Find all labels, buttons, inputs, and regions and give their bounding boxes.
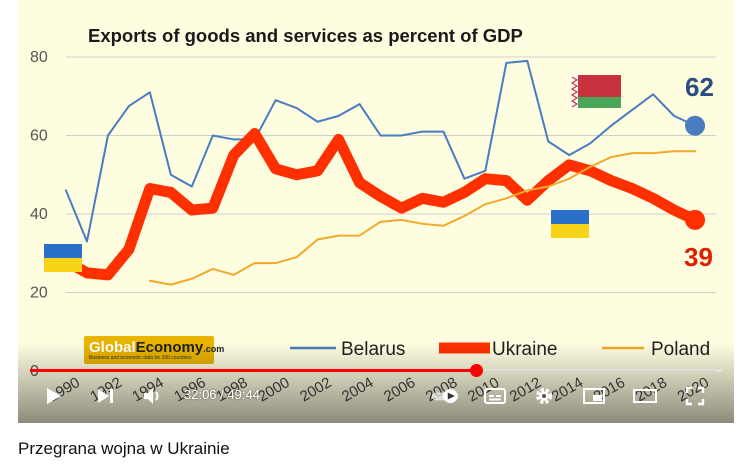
- y-tick-label: 80: [30, 49, 48, 66]
- next-button[interactable]: [90, 381, 120, 411]
- fullscreen-icon: [685, 386, 705, 406]
- volume-icon: [144, 388, 159, 404]
- ukraine-flag-icon: [44, 244, 82, 272]
- x-tick-label: 2002: [297, 374, 334, 405]
- y-tick-label: 40: [30, 206, 48, 223]
- progress-bar[interactable]: [30, 364, 722, 377]
- theater-mode-button[interactable]: [630, 381, 660, 411]
- ukraine-end-marker: [685, 209, 706, 230]
- subtitles-button[interactable]: [480, 381, 510, 411]
- logo-brand-plain: Global: [89, 339, 136, 356]
- logo-brand-suffix: .com: [203, 344, 225, 354]
- fullscreen-button[interactable]: [680, 381, 710, 411]
- logo-brand-bold: Economy: [135, 339, 204, 356]
- globaleconomy-logo: GlobalEconomy.com Business and economic …: [84, 336, 224, 364]
- chart-title: Exports of goods and services as percent…: [88, 25, 523, 46]
- legend-belarus-label: Belarus: [341, 339, 405, 360]
- progress-scrubber[interactable]: [470, 364, 484, 377]
- legend-ukraine-label: Ukraine: [492, 339, 557, 360]
- volume-button[interactable]: [138, 381, 168, 411]
- x-tick-label: 2000: [255, 374, 292, 405]
- legend: Belarus Ukraine Poland: [290, 339, 710, 360]
- y-tick-labels: 020406080: [30, 49, 48, 380]
- miniplayer-button[interactable]: [579, 381, 609, 411]
- progress-fill: [30, 369, 477, 372]
- current-time: 32:06: [184, 387, 217, 402]
- y-tick-label: 60: [30, 128, 48, 145]
- miniplayer-icon: [583, 388, 605, 404]
- total-duration: 49:44: [227, 387, 260, 402]
- belarus-end-marker: [685, 115, 706, 136]
- subtitles-icon: [484, 388, 506, 404]
- ukraine-series-line: [60, 128, 701, 281]
- time-display: 32:06 / 49:44: [184, 387, 260, 402]
- skip-next-icon: [98, 389, 113, 403]
- play-button[interactable]: [38, 381, 68, 411]
- ukraine-end-label: 39: [684, 242, 713, 272]
- autoplay-toggle[interactable]: [431, 381, 461, 411]
- play-icon: [47, 388, 61, 404]
- x-tick-label: 2006: [381, 374, 418, 405]
- theater-icon: [633, 389, 657, 403]
- belarus-flag-icon: [570, 75, 621, 108]
- y-tick-label: 20: [30, 285, 48, 302]
- autoplay-icon: [431, 388, 459, 404]
- time-separator: /: [216, 387, 228, 402]
- series-layer: [60, 59, 706, 286]
- ukraine-flag-icon: [551, 210, 589, 238]
- chart: Exports of goods and services as percent…: [30, 25, 716, 405]
- legend-poland-label: Poland: [651, 339, 710, 360]
- gear-icon: [536, 388, 552, 404]
- settings-button[interactable]: [529, 381, 559, 411]
- video-caption: Przegrana wojna w Ukrainie: [18, 439, 230, 458]
- logo-tagline: Business and economic data for 200 count…: [89, 355, 192, 361]
- x-tick-label: 2004: [339, 374, 376, 405]
- video-player[interactable]: Exports of goods and services as percent…: [18, 0, 734, 423]
- belarus-end-label: 62: [685, 72, 714, 102]
